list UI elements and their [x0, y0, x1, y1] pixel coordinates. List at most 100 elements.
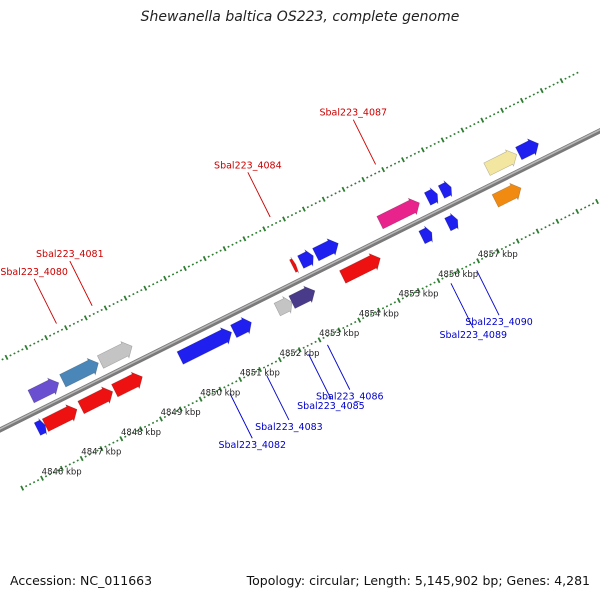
outer-tick	[381, 166, 386, 173]
inner-tick	[79, 455, 84, 462]
inner-tick	[381, 307, 385, 310]
inner-tick	[96, 449, 99, 452]
gene-arrow[interactable]	[483, 149, 518, 176]
kbp-label: 4852 kbp	[280, 349, 320, 359]
inner-tick	[139, 426, 144, 432]
outer-tick	[182, 265, 187, 272]
leader-line	[69, 260, 93, 306]
inner-tick	[433, 281, 436, 284]
inner-tick	[416, 287, 421, 294]
outer-tick	[310, 204, 313, 207]
outer-tick	[179, 269, 183, 272]
inner-tick	[354, 320, 357, 324]
gene-arrow-sbal223_4082[interactable]	[176, 327, 232, 365]
outer-tick	[13, 352, 16, 355]
outer-tick	[433, 142, 436, 146]
gene-arrow[interactable]	[77, 386, 114, 415]
gene-label[interactable]: Sbal223_4085	[297, 401, 365, 412]
gene-arrow[interactable]	[33, 418, 47, 436]
outer-tick	[449, 134, 452, 138]
gene-arrow[interactable]	[491, 182, 522, 208]
kbp-label: 4846 kbp	[42, 467, 82, 477]
outer-tick	[267, 225, 270, 229]
outer-tick	[68, 324, 72, 327]
gene-label[interactable]: Sbal223_4090	[465, 317, 533, 328]
inner-tick	[163, 415, 167, 419]
gene-arrow[interactable]	[41, 404, 78, 432]
outer-tick	[120, 298, 123, 302]
inner-tick	[48, 473, 52, 476]
inner-tick	[369, 313, 373, 316]
outer-tick	[202, 255, 207, 262]
inner-tick	[258, 366, 262, 373]
outer-tick	[536, 91, 539, 94]
inner-tick	[119, 436, 124, 442]
gene-arrow-sbal223_4089[interactable]	[418, 225, 433, 245]
outer-tick	[524, 97, 528, 100]
outer-tick	[1, 358, 4, 361]
outer-tick	[148, 285, 151, 288]
gene-arrow[interactable]	[437, 180, 453, 199]
gene-arrow[interactable]	[111, 371, 143, 398]
gene-arrow-sbal223_4086[interactable]	[288, 285, 316, 309]
outer-tick	[29, 344, 32, 347]
gene-arrow-sbal223_4090[interactable]	[444, 212, 459, 232]
gene-arrow[interactable]	[515, 138, 539, 161]
inner-tick	[595, 198, 599, 205]
outer-tick	[255, 231, 258, 234]
gene-arrow-sbal223_4084[interactable]	[289, 256, 300, 274]
inner-tick	[116, 439, 119, 442]
gene-arrow-sbal223_4081[interactable]	[96, 341, 133, 369]
gene-label[interactable]: Sbal223_4083	[255, 422, 323, 433]
outer-tick	[420, 147, 425, 153]
gene-arrow[interactable]	[27, 377, 60, 404]
gene-label[interactable]: Sbal223_4086	[316, 392, 384, 403]
outer-tick	[52, 332, 56, 335]
inner-tick	[413, 291, 416, 294]
gene-arrow[interactable]	[339, 253, 381, 284]
outer-tick	[528, 95, 531, 98]
gene-arrow-sbal223_4085[interactable]	[273, 295, 293, 317]
inner-tick	[337, 327, 342, 333]
gene-arrow-sbal223_4087[interactable]	[376, 197, 420, 230]
outer-tick	[195, 261, 198, 264]
inner-tick	[59, 465, 64, 472]
outer-tick	[143, 285, 148, 291]
inner-tick	[326, 334, 329, 338]
gene-label[interactable]: Sbal223_4089	[439, 330, 507, 341]
outer-tick	[326, 196, 329, 199]
gene-label[interactable]: Sbal223_4080	[0, 267, 68, 278]
outer-tick	[334, 192, 337, 195]
gene-arrow[interactable]	[297, 249, 314, 269]
gene-label[interactable]: Sbal223_4081	[36, 249, 104, 260]
inner-tick	[28, 483, 32, 486]
gene-arrow-sbal223_4080[interactable]	[59, 357, 99, 388]
inner-tick	[528, 234, 531, 237]
inner-tick	[560, 218, 563, 221]
inner-tick	[357, 317, 362, 323]
outer-tick	[437, 140, 440, 144]
outer-tick	[108, 304, 111, 308]
gene-label[interactable]: Sbal223_4082	[218, 440, 286, 451]
outer-tick	[378, 170, 381, 173]
gene-arrow[interactable]	[312, 238, 339, 262]
gene-arrow[interactable]	[423, 187, 439, 206]
genome-summary-text: Topology: circular; Length: 5,145,902 bp…	[246, 573, 590, 588]
inner-tick	[195, 400, 198, 403]
outer-tick	[568, 75, 571, 78]
outer-tick	[370, 174, 373, 177]
gene-label[interactable]: Sbal223_4087	[320, 108, 388, 119]
gene-arrow-sbal223_4083[interactable]	[230, 316, 252, 339]
gene-label[interactable]: Sbal223_4084	[214, 160, 282, 171]
inner-tick	[500, 247, 504, 251]
outer-tick	[251, 233, 254, 236]
outer-tick	[103, 305, 108, 311]
outer-tick	[354, 182, 357, 185]
kbp-label: 4848 kbp	[121, 428, 161, 438]
outer-tick	[199, 259, 202, 262]
inner-tick	[465, 265, 468, 268]
inner-tick	[178, 406, 183, 412]
outer-tick	[298, 210, 302, 213]
gene-features	[27, 138, 539, 436]
